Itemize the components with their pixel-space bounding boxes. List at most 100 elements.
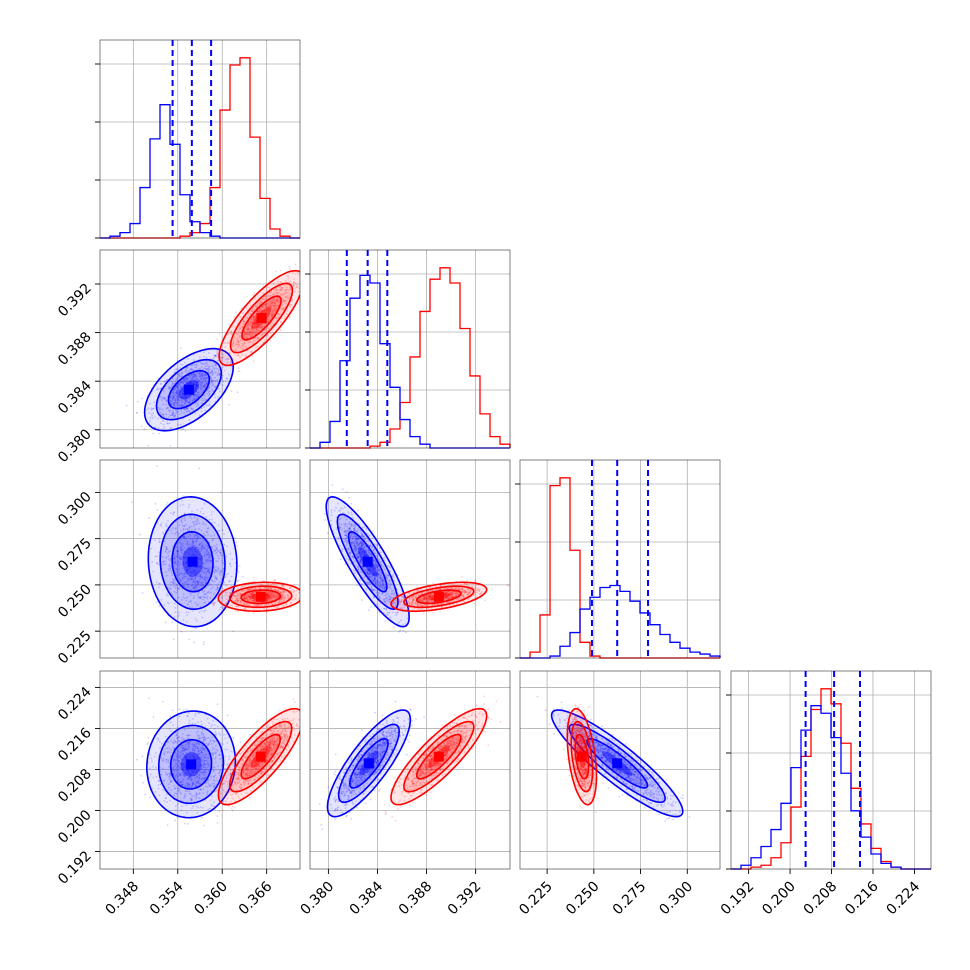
scatter-panel-2-1	[99, 249, 301, 449]
x-tick-label: 0.216	[842, 878, 882, 918]
panel-frame	[309, 249, 511, 449]
histogram-panel-1	[95, 39, 301, 239]
y-tick-label: 0.388	[55, 329, 95, 369]
contour-red	[570, 720, 594, 793]
x-tick-label: 0.250	[563, 879, 603, 919]
histogram-red-step	[731, 688, 931, 870]
contour-blue	[143, 347, 235, 432]
panel-frame	[99, 459, 301, 659]
density-peak-red	[255, 751, 266, 762]
contour-blue	[349, 737, 389, 789]
y-tick-label: 0.384	[55, 378, 95, 418]
contour-red	[390, 581, 488, 612]
y-tick-label: 0.392	[55, 281, 95, 321]
scatter-panel-3-2	[309, 459, 511, 659]
x-tick-label: 0.300	[656, 879, 696, 919]
y-tick-label: 0.225	[55, 628, 95, 668]
y-tick-label: 0.216	[55, 725, 95, 765]
density-peak-blue	[183, 384, 194, 395]
scatter-panel-4-3	[519, 670, 721, 870]
x-tick-label: 0.224	[884, 878, 924, 918]
x-tick-label: 0.392	[445, 879, 485, 919]
density-peak-red	[433, 751, 444, 762]
x-tick-label: 0.348	[102, 879, 142, 919]
panel-frame	[519, 670, 721, 870]
contour-blue	[326, 709, 412, 818]
contour-blue	[586, 737, 649, 789]
y-tick-label: 0.250	[55, 581, 95, 621]
x-tick-label: 0.208	[801, 879, 841, 919]
panel-frame	[519, 459, 721, 659]
x-tick-label: 0.192	[718, 879, 758, 919]
contour-red	[416, 589, 462, 605]
contour-red	[566, 707, 598, 806]
scatter-panel-3-1	[99, 459, 301, 659]
scatter-points-blue	[136, 697, 252, 826]
density-peak-blue	[186, 759, 197, 770]
contour-blue	[347, 530, 388, 593]
panels-layer	[95, 39, 932, 870]
y-tick-label: 0.275	[55, 535, 95, 575]
contour-red	[403, 585, 475, 609]
contour-red	[240, 589, 282, 605]
contour-blue	[169, 738, 213, 790]
y-tick-label: 0.200	[55, 807, 95, 847]
density-peak-red	[576, 751, 587, 762]
panel-frame	[730, 670, 932, 870]
contour-blue	[550, 709, 684, 818]
x-tick-label: 0.360	[191, 879, 231, 919]
contour-blue	[155, 358, 223, 421]
contour-blue	[145, 710, 237, 819]
x-tick-label: 0.388	[396, 879, 436, 919]
scatter-panel-4-1	[99, 670, 301, 870]
contour-red	[403, 720, 475, 793]
histogram-panel-4	[726, 670, 932, 870]
contour-red	[390, 707, 488, 806]
histogram-blue-step	[520, 584, 721, 659]
histogram-panel-2	[305, 249, 511, 449]
scatter-points-blue	[131, 464, 253, 646]
contour-blue	[159, 513, 226, 611]
x-tick-label: 0.380	[298, 879, 338, 919]
contour-red	[229, 282, 294, 354]
contour-red	[218, 269, 300, 367]
y-tick-label: 0.380	[55, 426, 95, 466]
panel-frame	[99, 39, 301, 239]
x-tick-label: 0.354	[147, 878, 187, 918]
density-peak-blue	[363, 758, 374, 769]
contour-red	[229, 585, 293, 609]
contour-red	[241, 295, 282, 341]
y-tick-label: 0.208	[55, 766, 95, 806]
y-tick-label: 0.224	[55, 684, 95, 724]
panel-frame	[99, 670, 301, 870]
density-peak-blue	[362, 556, 373, 567]
x-tick-label: 0.275	[610, 879, 650, 919]
density-peak-blue	[187, 556, 198, 567]
scatter-panel-4-2	[309, 670, 511, 870]
contour-red	[217, 581, 300, 612]
density-peak-blue	[612, 758, 623, 769]
y-tick-label: 0.300	[55, 489, 95, 529]
density-peak-red	[256, 313, 267, 324]
density-peak-red	[255, 591, 266, 602]
contour-blue	[171, 530, 214, 593]
y-tick-label: 0.192	[55, 848, 95, 888]
x-tick-label: 0.225	[516, 879, 556, 919]
contour-red	[228, 720, 293, 793]
x-tick-label: 0.200	[759, 879, 799, 919]
contour-blue	[325, 495, 410, 628]
contour-red	[217, 707, 300, 806]
contour-blue	[167, 369, 211, 410]
contour-red	[574, 733, 590, 780]
histogram-panel-3	[515, 459, 721, 659]
panel-frame	[99, 249, 301, 449]
contour-red	[416, 733, 462, 780]
contour-blue	[158, 724, 225, 805]
contour-red	[240, 733, 282, 780]
histogram-blue-step	[731, 705, 931, 870]
contour-blue	[336, 513, 399, 611]
contour-blue	[147, 495, 238, 628]
density-peak-red	[433, 591, 444, 602]
x-tick-label: 0.384	[347, 878, 387, 918]
panel-frame	[309, 459, 511, 659]
